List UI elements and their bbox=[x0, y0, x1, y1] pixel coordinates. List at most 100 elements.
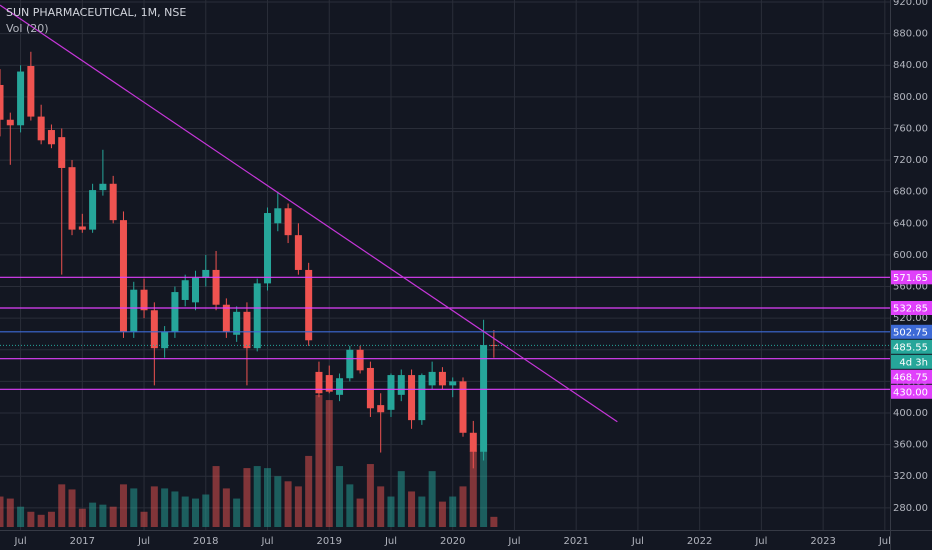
volume-bar bbox=[449, 496, 457, 527]
x-tick-label: Jul bbox=[507, 536, 520, 547]
candle-body bbox=[233, 311, 241, 335]
candle-body bbox=[17, 71, 25, 126]
price-label: 468.75 bbox=[893, 372, 928, 383]
y-tick-label: 400.00 bbox=[893, 408, 928, 419]
candle-body bbox=[387, 375, 395, 410]
candle-body bbox=[480, 345, 488, 452]
candle-body bbox=[0, 84, 4, 120]
volume-bar bbox=[284, 481, 292, 527]
price-label-box bbox=[891, 301, 932, 316]
candle-body bbox=[243, 311, 251, 349]
volume-bar bbox=[325, 400, 333, 527]
candle-body bbox=[89, 190, 97, 230]
y-tick-label: 520.00 bbox=[893, 313, 928, 324]
y-tick-label: 320.00 bbox=[893, 471, 928, 482]
volume-bar bbox=[58, 484, 66, 527]
volume-bar bbox=[130, 488, 138, 527]
volume-bar bbox=[377, 486, 385, 527]
x-tick-label: 2023 bbox=[810, 536, 835, 547]
x-tick-label: Jul bbox=[631, 536, 644, 547]
x-tick-label: 2019 bbox=[317, 536, 342, 547]
volume-bar bbox=[202, 494, 210, 527]
y-tick-label: 680.00 bbox=[893, 187, 928, 198]
candle-body bbox=[191, 277, 199, 303]
volume-bar bbox=[418, 496, 426, 527]
volume-bar bbox=[469, 450, 477, 527]
volume-bar bbox=[37, 514, 45, 527]
candle-body bbox=[325, 375, 333, 392]
candle-body bbox=[438, 371, 446, 386]
candle-body bbox=[449, 381, 457, 386]
y-tick-label: 760.00 bbox=[893, 123, 928, 134]
candle-body bbox=[171, 292, 179, 332]
volume-bar bbox=[150, 486, 158, 527]
volume-bar bbox=[346, 484, 354, 527]
x-tick-label: Jul bbox=[878, 536, 891, 547]
candle-body bbox=[418, 375, 426, 421]
countdown-label: 4d 3h bbox=[899, 357, 928, 368]
volume-bar bbox=[47, 511, 55, 527]
x-tick-label: Jul bbox=[754, 536, 767, 547]
volume-bar bbox=[6, 498, 14, 527]
volume-bar bbox=[294, 486, 302, 527]
volume-bar bbox=[99, 504, 107, 527]
volume-bar bbox=[428, 471, 436, 527]
candle-body bbox=[490, 345, 498, 347]
y-tick-label: 920.00 bbox=[893, 0, 928, 8]
x-tick-label: Jul bbox=[384, 536, 397, 547]
candle-body bbox=[469, 432, 477, 452]
candle-body bbox=[150, 310, 158, 349]
candle-body bbox=[99, 183, 107, 191]
candle-body bbox=[264, 213, 272, 284]
y-tick-label: 880.00 bbox=[893, 29, 928, 40]
price-label: 485.55 bbox=[893, 342, 928, 353]
volume-bar bbox=[397, 471, 405, 527]
trend-line bbox=[0, 4, 618, 423]
x-tick-label: Jul bbox=[137, 536, 150, 547]
candle-body bbox=[6, 119, 14, 126]
price-label-box bbox=[891, 339, 932, 354]
volume-bar bbox=[315, 395, 323, 527]
candle-body bbox=[336, 378, 344, 395]
price-label: 532.85 bbox=[893, 304, 928, 315]
candle-body bbox=[397, 375, 405, 395]
volume-bar bbox=[212, 466, 220, 527]
volume-bar bbox=[387, 496, 395, 527]
candle-body bbox=[27, 66, 35, 117]
x-tick-label: 2022 bbox=[687, 536, 712, 547]
volume-bar bbox=[78, 508, 86, 527]
volume-bar bbox=[222, 488, 230, 527]
price-label: 571.65 bbox=[893, 273, 928, 284]
candle-body bbox=[68, 167, 76, 230]
volume-bar bbox=[109, 506, 117, 527]
y-tick-label: 840.00 bbox=[893, 60, 928, 71]
volume-bar bbox=[68, 489, 76, 527]
chart-title: SUN PHARMACEUTICAL, 1M, NSE bbox=[6, 6, 186, 19]
volume-bar bbox=[27, 511, 35, 527]
volume-bar bbox=[17, 506, 25, 527]
candle-body bbox=[47, 130, 55, 145]
candle-body bbox=[459, 381, 467, 433]
candle-body bbox=[284, 208, 292, 236]
candle-body bbox=[130, 289, 138, 332]
x-tick-label: 2021 bbox=[563, 536, 588, 547]
x-tick-label: Jul bbox=[14, 536, 27, 547]
x-tick-label: 2018 bbox=[193, 536, 218, 547]
candle-body bbox=[140, 289, 148, 311]
volume-bar bbox=[336, 466, 344, 527]
volume-bar bbox=[356, 498, 364, 527]
volume-bar bbox=[171, 491, 179, 527]
candle-body bbox=[274, 208, 282, 224]
volume-bar bbox=[438, 501, 446, 527]
candle-body bbox=[212, 269, 220, 305]
candle-body bbox=[315, 371, 323, 394]
y-tick-label: 640.00 bbox=[893, 218, 928, 229]
x-tick-label: 2017 bbox=[70, 536, 95, 547]
y-tick-label: 360.00 bbox=[893, 440, 928, 451]
volume-bar bbox=[253, 466, 261, 527]
candle-body bbox=[428, 371, 436, 386]
candle-body bbox=[408, 375, 416, 421]
candle-body bbox=[377, 405, 385, 413]
volume-bar bbox=[366, 464, 374, 527]
